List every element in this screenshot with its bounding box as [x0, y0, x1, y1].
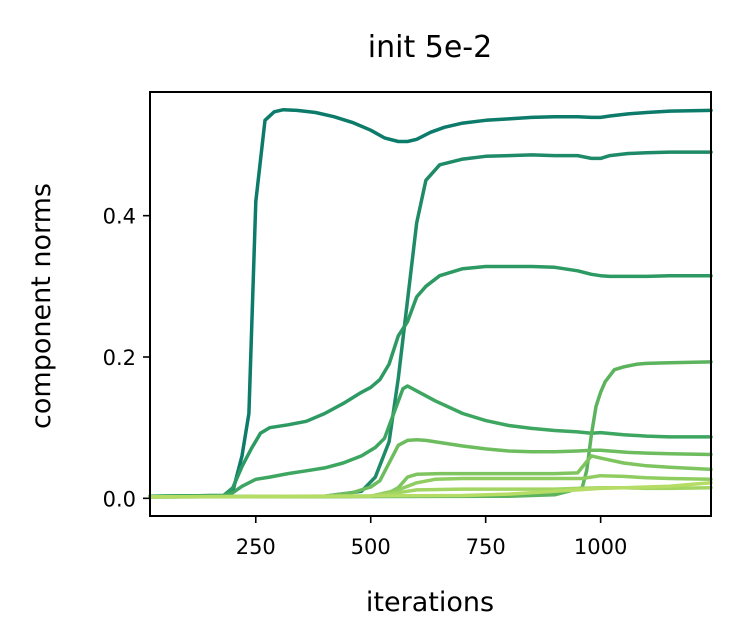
series-line-1 [148, 107, 713, 498]
y-tick-label: 0.2 [103, 346, 136, 370]
series-line-8 [148, 473, 713, 499]
y-tick-label: 0.4 [103, 205, 136, 229]
series-layer [148, 107, 713, 499]
x-tick-label: 250 [236, 535, 276, 559]
chart-title: init 5e-2 [368, 30, 492, 65]
x-tick-label: 750 [466, 535, 506, 559]
series-line-3 [148, 264, 713, 498]
series-line-6 [148, 437, 713, 499]
series-line-10 [148, 481, 713, 499]
x-axis-label: iterations [366, 587, 494, 618]
plot-frame [149, 91, 712, 517]
y-axis-label: component norms [26, 183, 57, 429]
x-tick-label: 500 [351, 535, 391, 559]
y-tick-label: 0.0 [103, 487, 136, 511]
x-tick-label: 1000 [574, 535, 627, 559]
series-line-2 [148, 150, 713, 499]
tick-layer: 250 500 750 1000 0.0 0.2 0.4 [103, 205, 628, 559]
